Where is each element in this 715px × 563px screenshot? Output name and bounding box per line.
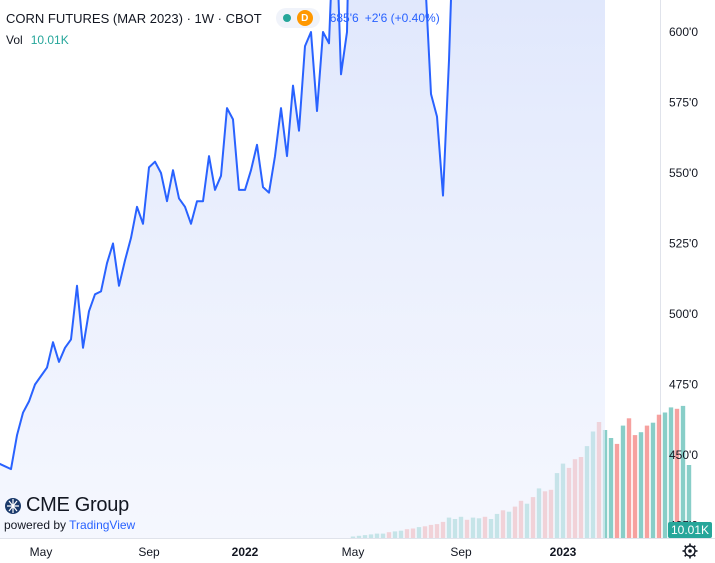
powered-by: powered by TradingView <box>4 518 135 532</box>
cme-logo[interactable]: CME Group powered by TradingView <box>4 494 135 532</box>
price-change: 685'6 +2'6 (+0.40%) <box>330 11 446 25</box>
volume-tag: 10.01K <box>668 522 712 538</box>
time-tick-label: May <box>30 545 53 559</box>
volume-value: 10.01K <box>30 33 69 47</box>
tradingview-link[interactable]: TradingView <box>69 518 136 532</box>
price-tick-label: 525'0 <box>669 237 698 251</box>
price-tick-label: 475'0 <box>669 378 698 392</box>
price-tick-label: 450'0 <box>669 448 698 462</box>
last-price: 685'6 <box>329 11 359 25</box>
chart-header: CORN FUTURES (MAR 2023) · 1W · CBOT D 68… <box>6 8 446 28</box>
volume-bar <box>608 438 614 538</box>
volume-bar <box>614 443 620 538</box>
time-tick-label: Sep <box>138 545 160 559</box>
cme-globe-icon <box>5 497 21 514</box>
time-tick-label: 2023 <box>550 545 577 559</box>
volume-bar <box>650 422 656 538</box>
time-tick-label: 2022 <box>232 545 259 559</box>
status-pill[interactable]: D <box>275 8 320 28</box>
volume-bar <box>668 407 674 538</box>
symbol-title[interactable]: CORN FUTURES (MAR 2023) · 1W · CBOT <box>6 10 262 26</box>
price-tick-label: 500'0 <box>669 307 698 321</box>
volume-bar <box>620 425 626 538</box>
price-tick-label: 600'0 <box>669 25 698 39</box>
volume-tag-label: 10.01K <box>671 523 709 537</box>
settings-gear-icon[interactable] <box>682 543 698 559</box>
volume-bar <box>656 414 662 538</box>
market-status-icon <box>282 14 291 22</box>
volume-tag-bg <box>668 522 712 538</box>
time-axis: May Sep 2022 May Sep 2023 <box>30 545 577 559</box>
price-line <box>0 0 452 471</box>
volume-bar <box>632 435 638 538</box>
price-area <box>0 0 605 538</box>
volume-bar <box>638 432 644 538</box>
change-value: +2'6 (+0.40%) <box>364 11 440 25</box>
volume-legend: Vol 10.01K <box>6 33 69 47</box>
time-tick-label: May <box>342 545 365 559</box>
time-tick-label: Sep <box>450 545 472 559</box>
price-tick-label: 550'0 <box>669 166 698 180</box>
volume-bar <box>680 405 686 538</box>
volume-bar <box>626 418 632 538</box>
volume-bar <box>674 408 680 538</box>
volume-bar <box>686 465 692 538</box>
powered-by-text: powered by <box>4 518 67 532</box>
delayed-data-badge: D <box>296 10 313 26</box>
volume-bar <box>644 425 650 538</box>
volume-bar <box>662 412 668 538</box>
price-tick-label: 575'0 <box>669 96 698 110</box>
cme-brand: CME Group <box>26 494 129 516</box>
volume-label[interactable]: Vol <box>6 33 23 47</box>
